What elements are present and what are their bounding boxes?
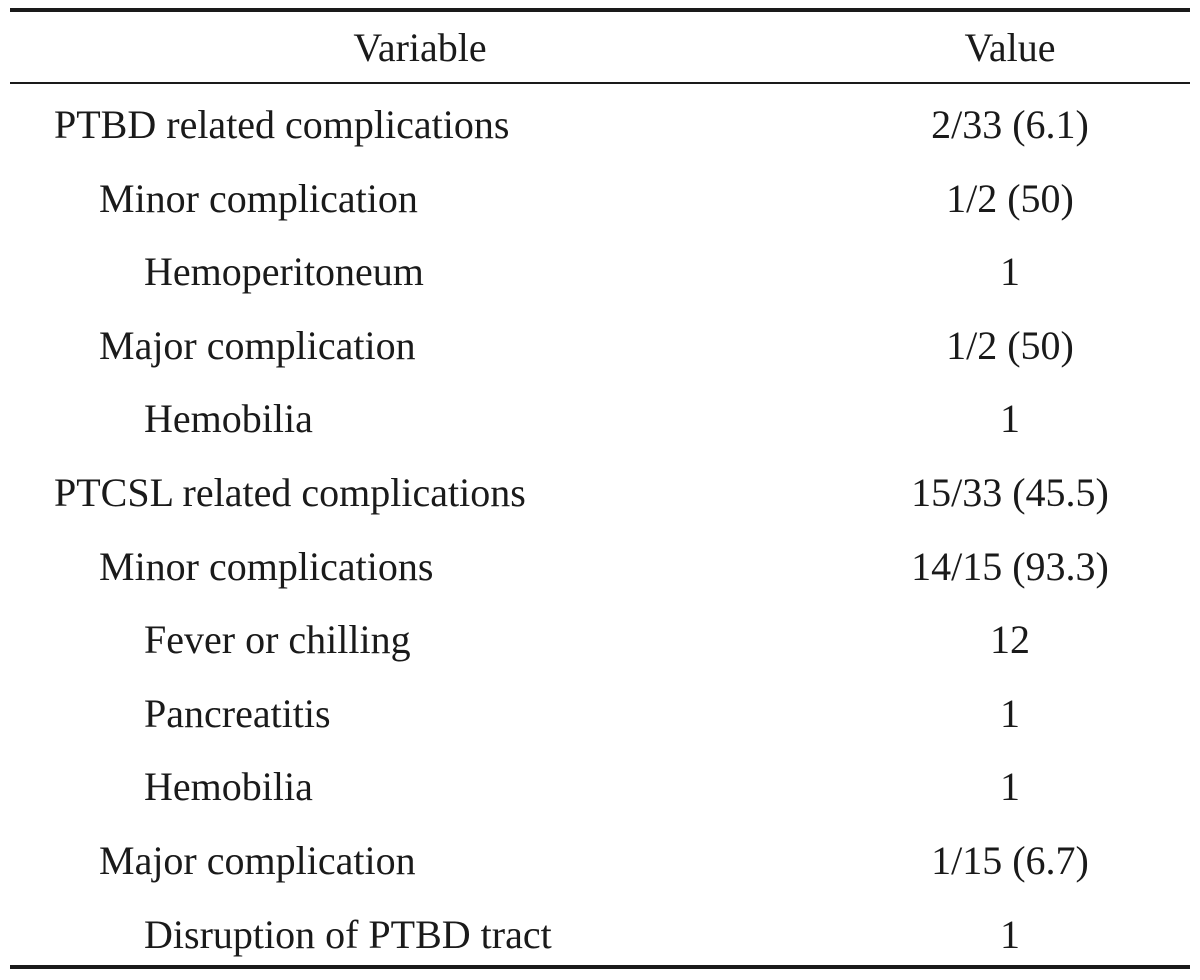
variable-cell: Pancreatitis xyxy=(144,690,331,736)
value-cell: 12 xyxy=(990,617,1030,663)
table-row: Minor complications 14/15 (93.3) xyxy=(10,530,1190,604)
value-cell: 14/15 (93.3) xyxy=(911,543,1109,589)
value-cell: 1/2 (50) xyxy=(946,322,1074,368)
table-row: Pancreatitis 1 xyxy=(10,677,1190,751)
variable-cell: Minor complications xyxy=(99,543,434,589)
variable-cell: Major complication xyxy=(99,837,416,883)
variable-cell: Fever or chilling xyxy=(144,617,411,663)
variable-cell: PTCSL related complications xyxy=(54,469,526,515)
table-row: PTBD related complications 2/33 (6.1) xyxy=(10,88,1190,162)
variable-cell: Minor complication xyxy=(99,175,418,221)
table-row: Hemobilia 1 xyxy=(10,382,1190,456)
table-row: Hemobilia 1 xyxy=(10,750,1190,824)
variable-cell: Hemobilia xyxy=(144,764,313,810)
table-row: Major complication 1/15 (6.7) xyxy=(10,824,1190,898)
table-row: Major complication 1/2 (50) xyxy=(10,309,1190,383)
value-cell: 1 xyxy=(1000,249,1020,295)
value-cell: 15/33 (45.5) xyxy=(911,469,1109,515)
value-cell: 2/33 (6.1) xyxy=(931,102,1089,147)
table-row: Hemoperitoneum 1 xyxy=(10,235,1190,309)
variable-cell: PTBD related complications xyxy=(54,102,510,147)
value-cell: 1 xyxy=(1000,764,1020,810)
value-cell: 1/2 (50) xyxy=(946,175,1074,221)
table-top-rule xyxy=(10,8,1190,12)
column-header-variable: Variable xyxy=(353,25,487,70)
table-row: Disruption of PTBD tract 1 xyxy=(10,898,1190,972)
value-cell: 1 xyxy=(1000,690,1020,736)
table-row: PTCSL related complications 15/33 (45.5) xyxy=(10,456,1190,530)
table-row: Fever or chilling 12 xyxy=(10,603,1190,677)
column-header-value: Value xyxy=(964,25,1056,70)
variable-cell: Hemobilia xyxy=(144,396,313,442)
variable-cell: Major complication xyxy=(99,322,416,368)
table-bottom-rule xyxy=(10,965,1190,969)
variable-cell: Disruption of PTBD tract xyxy=(144,911,552,957)
table-body: PTBD related complications 2/33 (6.1) Mi… xyxy=(10,88,1190,971)
table-header-rule xyxy=(10,82,1190,84)
value-cell: 1 xyxy=(1000,911,1020,957)
table-row: Minor complication 1/2 (50) xyxy=(10,162,1190,236)
table-header-row: Variable Value xyxy=(10,12,1190,82)
variable-cell: Hemoperitoneum xyxy=(144,249,424,295)
value-cell: 1/15 (6.7) xyxy=(931,837,1089,883)
value-cell: 1 xyxy=(1000,396,1020,442)
